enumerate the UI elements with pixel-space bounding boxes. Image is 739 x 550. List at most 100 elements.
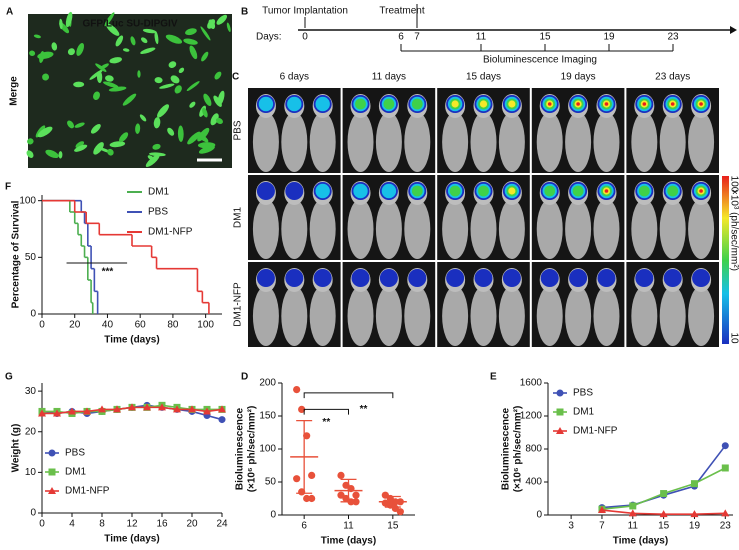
side-label: Merge bbox=[9, 76, 20, 106]
cell bbox=[187, 131, 201, 145]
cell bbox=[58, 151, 63, 159]
signal-spot bbox=[569, 269, 588, 287]
day-label: 19 bbox=[603, 32, 615, 43]
data-point bbox=[83, 407, 91, 415]
days-label: Days: bbox=[256, 32, 282, 43]
signal-spot bbox=[355, 98, 366, 110]
cell bbox=[177, 125, 184, 142]
cell bbox=[201, 51, 209, 62]
y-tick-label: 1600 bbox=[520, 378, 543, 389]
data-point bbox=[218, 405, 226, 413]
mouse-body bbox=[404, 286, 431, 346]
data-point bbox=[38, 409, 46, 417]
cell bbox=[189, 101, 196, 108]
data-point bbox=[53, 409, 61, 417]
signal-spot bbox=[379, 269, 398, 287]
column-label: 6 days bbox=[280, 72, 309, 83]
y-axis-title: Bioluminescence bbox=[235, 407, 246, 490]
y-tick-label: 200 bbox=[259, 378, 276, 389]
signal-spot bbox=[604, 189, 609, 193]
signal-spot bbox=[508, 100, 516, 108]
signal-spot bbox=[258, 96, 274, 112]
cell bbox=[93, 142, 104, 155]
signal-spot bbox=[692, 269, 711, 287]
signal-spot bbox=[670, 102, 675, 106]
mouse-body bbox=[281, 199, 308, 259]
x-tick-label: 4 bbox=[69, 519, 75, 530]
mouse-body bbox=[631, 286, 658, 346]
x-tick-label: 12 bbox=[126, 519, 138, 530]
mouse-body bbox=[688, 112, 715, 172]
y-tick-label: 400 bbox=[525, 477, 542, 488]
cell bbox=[75, 141, 85, 149]
data-point bbox=[303, 494, 311, 503]
data-point bbox=[293, 386, 301, 394]
data-point bbox=[113, 405, 121, 413]
cell bbox=[145, 154, 160, 167]
cell bbox=[74, 144, 88, 152]
data-point bbox=[308, 494, 316, 503]
cell bbox=[27, 138, 34, 145]
y-tick-label: 100 bbox=[259, 444, 276, 455]
data-point bbox=[68, 407, 76, 415]
error-bar bbox=[340, 478, 357, 503]
signal-spot bbox=[663, 269, 682, 287]
cell bbox=[226, 22, 231, 33]
mouse-body bbox=[498, 286, 525, 346]
x-tick-label: 20 bbox=[186, 519, 198, 530]
column-label: 23 days bbox=[655, 72, 690, 83]
mouse-body bbox=[688, 286, 715, 346]
data-point bbox=[628, 509, 637, 517]
column-label: 11 days bbox=[372, 72, 406, 83]
legend-label: DM1 bbox=[573, 407, 595, 418]
panel-label: F bbox=[5, 182, 11, 193]
cell bbox=[67, 48, 75, 56]
mouse-body bbox=[498, 112, 525, 172]
day-label: 7 bbox=[414, 32, 420, 43]
legend-marker bbox=[48, 468, 56, 476]
colorbar-unit: ×10³ (ph/sec/mm²) bbox=[728, 189, 739, 271]
cell bbox=[59, 18, 63, 30]
x-tick-label: 40 bbox=[102, 320, 114, 331]
legend-marker bbox=[48, 449, 56, 457]
x-tick-label: 7 bbox=[599, 521, 605, 532]
panel-label: G bbox=[5, 372, 13, 383]
cell bbox=[105, 75, 114, 82]
signal-spot bbox=[411, 98, 423, 110]
signal-spot bbox=[449, 185, 461, 197]
signal-spot bbox=[285, 182, 304, 200]
data-point bbox=[597, 506, 606, 514]
cell bbox=[90, 123, 101, 134]
mouse-body bbox=[375, 112, 402, 172]
cell bbox=[104, 12, 115, 27]
mouse-body bbox=[536, 112, 563, 172]
error-bar bbox=[384, 495, 401, 508]
y-tick-label: 10 bbox=[25, 467, 37, 478]
colorbar-label: 100 bbox=[728, 176, 739, 193]
arrow-head bbox=[730, 26, 737, 34]
x-tick-label: 20 bbox=[69, 320, 81, 331]
mouse-body bbox=[565, 286, 592, 346]
y-tick-label: 20 bbox=[25, 426, 37, 437]
signal-spot bbox=[508, 187, 516, 195]
data-point bbox=[337, 471, 345, 479]
mouse-body bbox=[281, 112, 308, 172]
row-label: DM1 bbox=[233, 207, 244, 229]
mouse-body bbox=[309, 112, 336, 172]
x-tick-label: 0 bbox=[39, 519, 45, 530]
colorbar bbox=[722, 176, 729, 344]
x-tick-label: 15 bbox=[658, 521, 670, 532]
panel-label: D bbox=[241, 372, 248, 383]
y-tick-label: 1200 bbox=[520, 411, 543, 422]
signal-spot bbox=[597, 269, 616, 287]
cell bbox=[76, 43, 85, 56]
mouse-body bbox=[281, 286, 308, 346]
y-axis-title: Weight (g) bbox=[11, 424, 22, 473]
cell bbox=[186, 81, 200, 91]
y-tick-label: 0 bbox=[536, 510, 542, 521]
signal-spot bbox=[572, 185, 584, 197]
y-tick-label: 50 bbox=[25, 252, 37, 263]
x-tick-label: 11 bbox=[628, 521, 639, 532]
cell bbox=[122, 93, 137, 106]
cell bbox=[200, 26, 211, 41]
